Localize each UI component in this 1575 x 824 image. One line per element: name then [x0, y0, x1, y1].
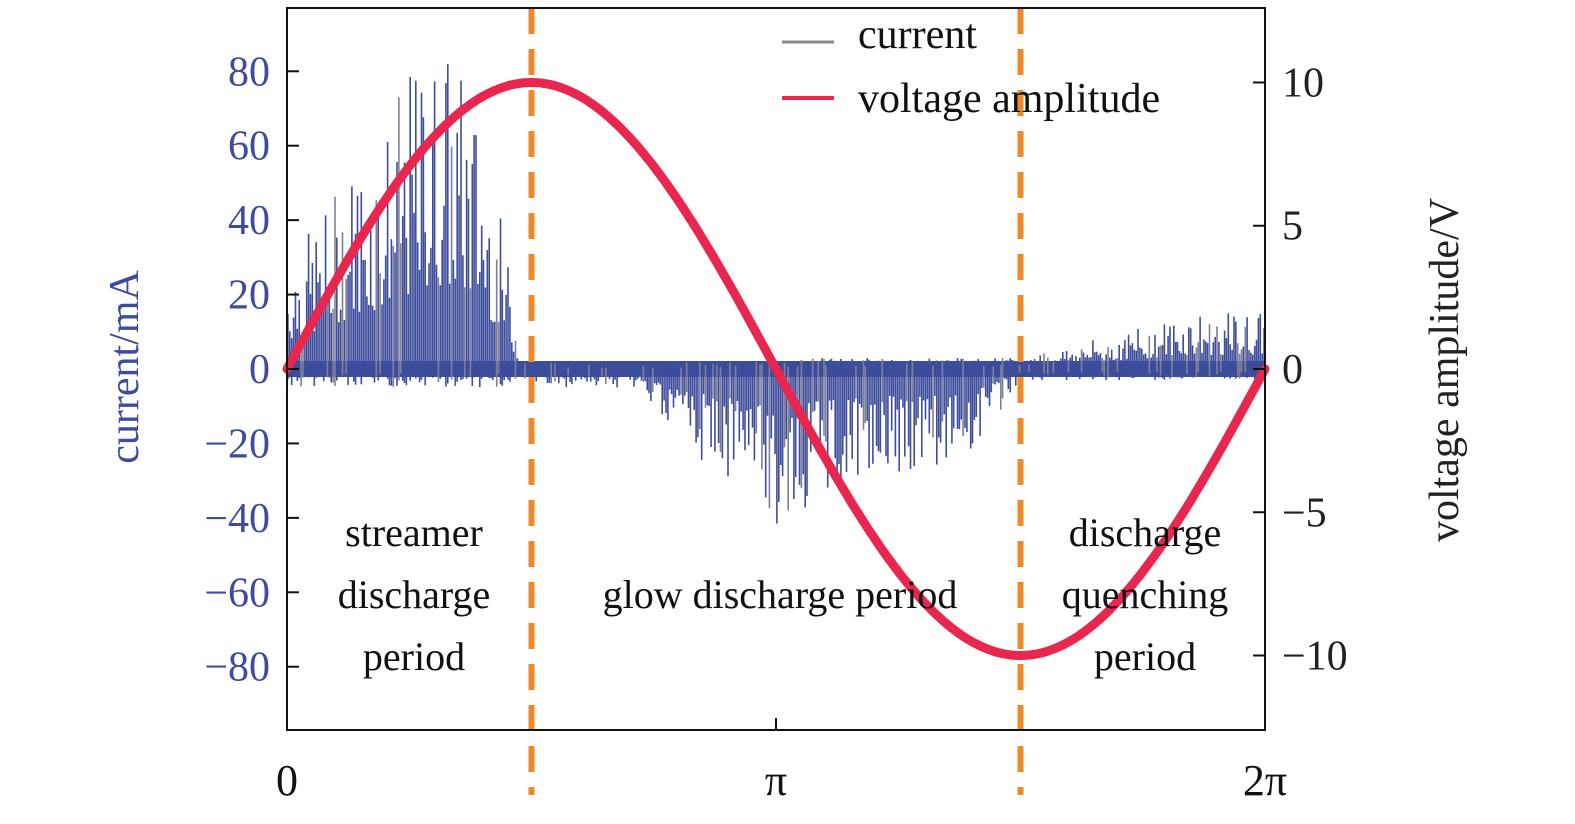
left-y-axis-label: current/mA [102, 270, 148, 464]
annotation-quenching-line-2: quenching [1062, 572, 1229, 617]
left-y-axis: 80 60 40 20 0 −20 −40 −60 −80 [204, 49, 299, 691]
annotation-quenching-line-3: period [1094, 634, 1196, 679]
left-y-tick-label-6: −40 [204, 496, 270, 542]
voltage-amplitude-line [282, 78, 1270, 660]
annotation-glow: glow discharge period [603, 572, 958, 617]
annotation-streamer-line-2: discharge [338, 572, 491, 617]
right-y-tick-label-2: 0 [1282, 347, 1303, 393]
annotation-streamer-line-3: period [363, 634, 465, 679]
left-y-tick-label-8: −80 [204, 645, 270, 691]
legend-voltage-label: voltage amplitude [858, 76, 1160, 122]
left-y-tick-label-2: 40 [228, 198, 270, 244]
x-tick-label-0: 0 [276, 756, 298, 805]
legend: current voltage amplitude [782, 12, 1160, 122]
x-axis: 0 π 2π [276, 718, 1287, 805]
left-y-tick-label-1: 60 [228, 124, 270, 170]
left-y-tick-label-4: 0 [249, 347, 270, 393]
left-y-tick-label-5: −20 [204, 421, 270, 467]
phase-divider-lines [528, 8, 1024, 795]
right-y-axis: 10 5 0 −5 −10 [1253, 60, 1348, 680]
left-y-tick-label-3: 20 [228, 273, 270, 319]
x-tick-label-1: π [765, 756, 787, 805]
annotation-quenching: discharge quenching period [1062, 510, 1229, 679]
annotation-quenching-line-1: discharge [1069, 510, 1222, 555]
right-y-tick-label-4: −10 [1282, 634, 1348, 680]
annotation-streamer: streamer discharge period [338, 510, 491, 679]
annotation-streamer-line-1: streamer [345, 510, 483, 555]
legend-current-label: current [858, 12, 977, 58]
right-y-tick-label-1: 5 [1282, 204, 1303, 250]
right-y-tick-label-3: −5 [1282, 490, 1327, 536]
left-y-tick-label-7: −60 [204, 570, 270, 616]
left-y-tick-label-0: 80 [228, 49, 270, 95]
right-y-tick-label-0: 10 [1282, 60, 1324, 106]
annotation-glow-line-1: glow discharge period [603, 572, 958, 617]
x-tick-label-2: 2π [1243, 756, 1287, 805]
right-y-axis-label: voltage amplitude/V [1422, 198, 1468, 542]
voltage-series [282, 78, 1270, 660]
